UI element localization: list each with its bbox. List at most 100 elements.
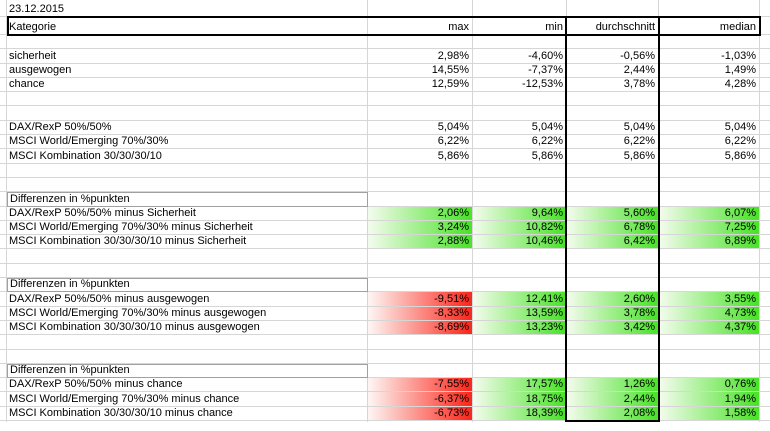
- cell-min[interactable]: 9,64%: [473, 206, 567, 221]
- row-head-cell[interactable]: [0, 149, 7, 164]
- cell-max[interactable]: [368, 92, 473, 107]
- cell-min[interactable]: [473, 163, 567, 178]
- cell-durchschnitt[interactable]: [567, 363, 659, 379]
- cell-median[interactable]: 4,28%: [659, 77, 760, 93]
- row-head-cell[interactable]: [0, 363, 7, 379]
- cell-min[interactable]: 18,39%: [473, 406, 567, 422]
- cell-max[interactable]: -8,69%: [368, 320, 473, 336]
- column-header-kategorie[interactable]: Kategorie: [7, 17, 368, 35]
- row-label[interactable]: [7, 177, 368, 193]
- cell-max[interactable]: -6,73%: [368, 406, 473, 422]
- cell-max[interactable]: [368, 263, 473, 279]
- cell-max[interactable]: 5,04%: [368, 120, 473, 136]
- row-label[interactable]: DAX/RexP 50%/50%: [7, 120, 368, 136]
- cell-median[interactable]: [659, 92, 760, 107]
- cell-max[interactable]: [368, 0, 473, 17]
- cell-median[interactable]: 5,86%: [659, 149, 760, 164]
- cell-max[interactable]: [368, 278, 473, 293]
- row-label[interactable]: MSCI Kombination 30/30/30/10 minus chanc…: [7, 406, 368, 422]
- row-label[interactable]: DAX/RexP 50%/50% minus Sicherheit: [7, 206, 368, 221]
- row-label[interactable]: MSCI World/Emerging 70%/30% minus chance: [7, 392, 368, 407]
- cell-max[interactable]: [368, 35, 473, 50]
- cell-median[interactable]: 4,73%: [659, 306, 760, 321]
- column-header-max[interactable]: max: [368, 17, 473, 35]
- cell-min[interactable]: 10,46%: [473, 235, 567, 250]
- cell-max[interactable]: -6,37%: [368, 392, 473, 407]
- cell-max[interactable]: [368, 363, 473, 379]
- cell-max[interactable]: 2,98%: [368, 49, 473, 64]
- cell-max[interactable]: [368, 192, 473, 207]
- cell-durchschnitt[interactable]: 2,60%: [567, 292, 659, 307]
- row-head-cell[interactable]: [0, 392, 7, 407]
- cell-min[interactable]: [473, 363, 567, 379]
- cell-min[interactable]: 13,23%: [473, 320, 567, 336]
- row-label[interactable]: sicherheit: [7, 49, 368, 64]
- cell-min[interactable]: [473, 177, 567, 193]
- cell-median[interactable]: 4,37%: [659, 320, 760, 336]
- section-label[interactable]: Differenzen in %punkten: [7, 192, 368, 207]
- cell-durchschnitt[interactable]: [567, 92, 659, 107]
- cell-durchschnitt[interactable]: 6,42%: [567, 235, 659, 250]
- cell-max[interactable]: [368, 177, 473, 193]
- cell-min[interactable]: -7,37%: [473, 63, 567, 78]
- cell-durchschnitt[interactable]: 6,78%: [567, 220, 659, 236]
- cell-max[interactable]: -7,55%: [368, 378, 473, 393]
- cell-durchschnitt[interactable]: [567, 106, 659, 121]
- row-label[interactable]: MSCI Kombination 30/30/30/10 minus ausge…: [7, 320, 368, 336]
- row-label[interactable]: [7, 349, 368, 364]
- row-head-cell[interactable]: [0, 17, 7, 35]
- row-label[interactable]: [7, 335, 368, 350]
- cell-median[interactable]: 7,25%: [659, 220, 760, 236]
- cell-min[interactable]: [473, 335, 567, 350]
- column-header-durchschnitt[interactable]: durchschnitt: [567, 17, 659, 35]
- row-head-cell[interactable]: [0, 120, 7, 136]
- row-label[interactable]: [7, 92, 368, 107]
- cell-median[interactable]: [659, 263, 760, 279]
- cell-durchschnitt[interactable]: [567, 163, 659, 178]
- row-head-cell[interactable]: [0, 349, 7, 364]
- cell-min[interactable]: [473, 192, 567, 207]
- row-label[interactable]: [7, 106, 368, 121]
- cell-min[interactable]: [473, 263, 567, 279]
- cell-durchschnitt[interactable]: 5,04%: [567, 120, 659, 136]
- cell-median[interactable]: [659, 335, 760, 350]
- cell-median[interactable]: 1,49%: [659, 63, 760, 78]
- cell-durchschnitt[interactable]: 3,42%: [567, 320, 659, 336]
- cell-durchschnitt[interactable]: 2,44%: [567, 392, 659, 407]
- cell-durchschnitt[interactable]: 3,78%: [567, 306, 659, 321]
- row-label[interactable]: [7, 249, 368, 264]
- cell-median[interactable]: [659, 163, 760, 178]
- row-head-cell[interactable]: [0, 163, 7, 178]
- cell-min[interactable]: [473, 35, 567, 50]
- cell-max[interactable]: 2,06%: [368, 206, 473, 221]
- row-label[interactable]: ausgewogen: [7, 63, 368, 78]
- cell-durchschnitt[interactable]: [567, 263, 659, 279]
- cell-max[interactable]: 14,55%: [368, 63, 473, 78]
- cell-median[interactable]: [659, 249, 760, 264]
- cell-max[interactable]: 12,59%: [368, 77, 473, 93]
- cell-durchschnitt[interactable]: [567, 349, 659, 364]
- cell-min[interactable]: [473, 349, 567, 364]
- row-head-cell[interactable]: [0, 263, 7, 279]
- cell-max[interactable]: [368, 249, 473, 264]
- cell-durchschnitt[interactable]: [567, 35, 659, 50]
- row-head-cell[interactable]: [0, 0, 7, 17]
- cell-durchschnitt[interactable]: 5,86%: [567, 149, 659, 164]
- row-head-cell[interactable]: [0, 306, 7, 321]
- row-head-cell[interactable]: [0, 49, 7, 64]
- row-head-cell[interactable]: [0, 278, 7, 293]
- cell-durchschnitt[interactable]: 5,60%: [567, 206, 659, 221]
- cell-max[interactable]: 5,86%: [368, 149, 473, 164]
- row-head-cell[interactable]: [0, 235, 7, 250]
- cell-median[interactable]: [659, 363, 760, 379]
- cell-max[interactable]: [368, 106, 473, 121]
- cell-durchschnitt[interactable]: -0,56%: [567, 49, 659, 64]
- cell-median[interactable]: 6,07%: [659, 206, 760, 221]
- row-label[interactable]: chance: [7, 77, 368, 93]
- cell-median[interactable]: 5,04%: [659, 120, 760, 136]
- column-header-min[interactable]: min: [473, 17, 567, 35]
- cell-max[interactable]: [368, 163, 473, 178]
- cell-min[interactable]: 10,82%: [473, 220, 567, 236]
- cell-max[interactable]: 2,88%: [368, 235, 473, 250]
- cell-min[interactable]: 6,22%: [473, 135, 567, 150]
